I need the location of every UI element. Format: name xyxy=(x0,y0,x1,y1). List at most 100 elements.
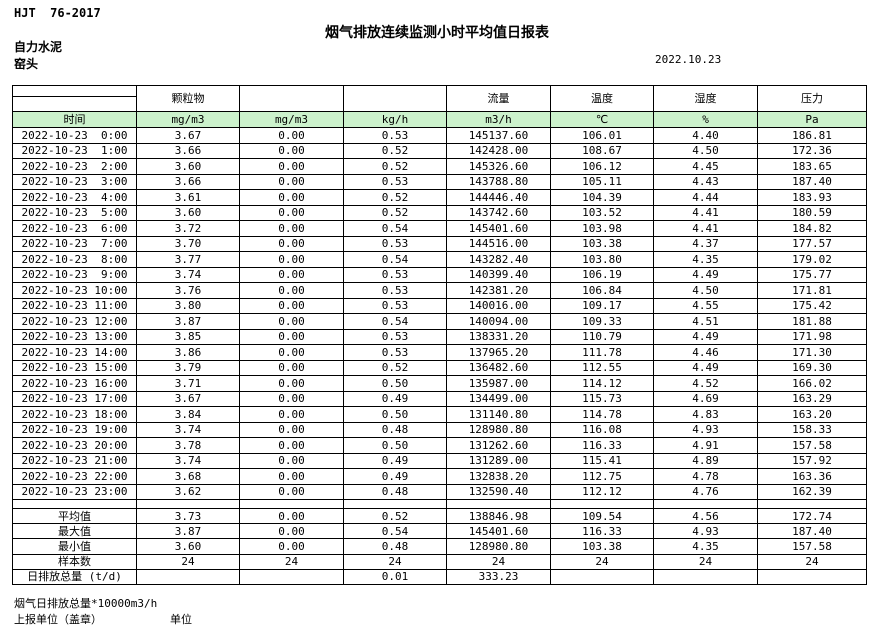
value-cell: 4.78 xyxy=(653,468,758,485)
unit-label: 单位 xyxy=(170,613,192,626)
time-cell: 2022-10-23 17:00 xyxy=(12,390,137,407)
value-cell xyxy=(653,568,758,585)
hourly-data-row: 2022-10-23 4:00 3.61 0.00 0.52 144446.40 104.… xyxy=(12,189,867,206)
time-cell: 2022-10-23 19:00 xyxy=(12,421,137,438)
value-cell: 3.79 xyxy=(136,359,240,376)
value-cell: 145137.60 xyxy=(446,127,551,144)
value-cell: 4.49 xyxy=(653,328,758,345)
spacer-cell xyxy=(757,499,867,509)
value-cell: 145401.60 xyxy=(446,523,551,540)
hourly-data-row: 2022-10-23 23:00 3.62 0.00 0.48 132590.40 112… xyxy=(12,483,867,500)
group-header-pressure: 压力 xyxy=(757,85,867,112)
value-cell: 3.85 xyxy=(136,328,240,345)
value-cell: 3.60 xyxy=(136,538,240,555)
group-header-humidity: 湿度 xyxy=(653,85,758,112)
value-cell: 0.00 xyxy=(239,235,344,252)
value-cell: 0.00 xyxy=(239,282,344,299)
unit-cell: % xyxy=(653,111,758,128)
value-cell: 183.93 xyxy=(757,189,867,206)
value-cell: 0.48 xyxy=(343,421,447,438)
time-cell: 2022-10-23 14:00 xyxy=(12,344,137,361)
value-cell: 172.74 xyxy=(757,507,867,525)
value-cell: 4.83 xyxy=(653,406,758,423)
value-cell: 0.00 xyxy=(239,313,344,330)
value-cell: 157.58 xyxy=(757,437,867,454)
value-cell: 3.72 xyxy=(136,220,240,237)
value-cell: 103.52 xyxy=(550,204,654,221)
value-cell: 111.78 xyxy=(550,344,654,361)
value-cell: 104.39 xyxy=(550,189,654,206)
value-cell: 109.54 xyxy=(550,507,654,525)
value-cell: 3.87 xyxy=(136,523,240,540)
table-header-section: 颗粒物 流量 温度 湿度 压力 时间 mg/m3 mg/m3 kg/h m3/h… xyxy=(12,85,867,128)
company-name: 自力水泥 xyxy=(14,40,63,54)
hourly-rows-section: 2022-10-23 0:00 3.67 0.00 0.53 145137.60 106.… xyxy=(12,127,867,500)
spacer-cell xyxy=(136,499,240,509)
value-cell: 179.02 xyxy=(757,251,867,268)
value-cell: 0.00 xyxy=(239,344,344,361)
value-cell: 171.98 xyxy=(757,328,867,345)
value-cell: 103.38 xyxy=(550,538,654,555)
value-cell: 0.00 xyxy=(239,538,344,555)
value-cell: 175.42 xyxy=(757,297,867,314)
value-cell: 3.66 xyxy=(136,173,240,190)
unit-cell: mg/m3 xyxy=(136,111,240,128)
value-cell: 140094.00 xyxy=(446,313,551,330)
summary-rows-section: 平均值 3.73 0.00 0.52 138846.98 109.54 4.56 172.74… xyxy=(12,507,867,585)
value-cell: 114.78 xyxy=(550,406,654,423)
daily-total-note: 烟气日排放总量*10000m3/h xyxy=(14,597,158,610)
value-cell: 0.53 xyxy=(343,127,447,144)
value-cell: 163.29 xyxy=(757,390,867,407)
time-cell: 2022-10-23 22:00 xyxy=(12,468,137,485)
value-cell: 138331.20 xyxy=(446,328,551,345)
hourly-data-row: 2022-10-23 18:00 3.84 0.00 0.50 131140.80 114… xyxy=(12,406,867,423)
value-cell: 0.49 xyxy=(343,390,447,407)
time-cell: 2022-10-23 5:00 xyxy=(12,204,137,221)
value-cell: 158.33 xyxy=(757,421,867,438)
value-cell: 157.58 xyxy=(757,538,867,555)
value-cell: 3.87 xyxy=(136,313,240,330)
hourly-data-row: 2022-10-23 7:00 3.70 0.00 0.53 144516.00 103.… xyxy=(12,235,867,252)
value-cell: 24 xyxy=(757,553,867,570)
value-cell: 172.36 xyxy=(757,142,867,159)
hourly-data-row: 2022-10-23 11:00 3.80 0.00 0.53 140016.00 109… xyxy=(12,297,867,314)
value-cell: 4.91 xyxy=(653,437,758,454)
value-cell: 0.53 xyxy=(343,266,447,283)
value-cell: 184.82 xyxy=(757,220,867,237)
value-cell: 0.52 xyxy=(343,142,447,159)
value-cell: 24 xyxy=(136,553,240,570)
value-cell: 0.50 xyxy=(343,375,447,392)
unit-header-row: 时间 mg/m3 mg/m3 kg/h m3/h ℃ % Pa xyxy=(12,111,867,128)
value-cell: 0.53 xyxy=(343,344,447,361)
value-cell: 163.36 xyxy=(757,468,867,485)
value-cell: 0.00 xyxy=(239,390,344,407)
value-cell: 3.74 xyxy=(136,421,240,438)
value-cell: 3.74 xyxy=(136,266,240,283)
hourly-data-row: 2022-10-23 20:00 3.78 0.00 0.50 131262.60 116… xyxy=(12,437,867,454)
value-cell: 134499.00 xyxy=(446,390,551,407)
value-cell: 0.49 xyxy=(343,452,447,469)
value-cell: 3.67 xyxy=(136,127,240,144)
time-column-header-top xyxy=(12,85,137,97)
value-cell: 3.60 xyxy=(136,204,240,221)
value-cell: 114.12 xyxy=(550,375,654,392)
time-header-cell: 时间 xyxy=(12,111,137,128)
group-header-flow: 流量 xyxy=(446,85,551,112)
value-cell: 171.30 xyxy=(757,344,867,361)
summary-label-cell: 日排放总量 (t/d) xyxy=(12,568,137,585)
value-cell: 137965.20 xyxy=(446,344,551,361)
spacer-cell xyxy=(653,499,758,509)
value-cell: 0.49 xyxy=(343,468,447,485)
spacer-row xyxy=(12,499,867,509)
spacer-cell xyxy=(446,499,551,509)
summary-label-cell: 最小值 xyxy=(12,538,137,555)
value-cell: 115.41 xyxy=(550,452,654,469)
value-cell: 144446.40 xyxy=(446,189,551,206)
value-cell: 24 xyxy=(239,553,344,570)
value-cell: 0.00 xyxy=(239,483,344,500)
group-header-temperature: 温度 xyxy=(550,85,654,112)
value-cell: 0.48 xyxy=(343,538,447,555)
value-cell: 186.81 xyxy=(757,127,867,144)
value-cell: 132838.20 xyxy=(446,468,551,485)
